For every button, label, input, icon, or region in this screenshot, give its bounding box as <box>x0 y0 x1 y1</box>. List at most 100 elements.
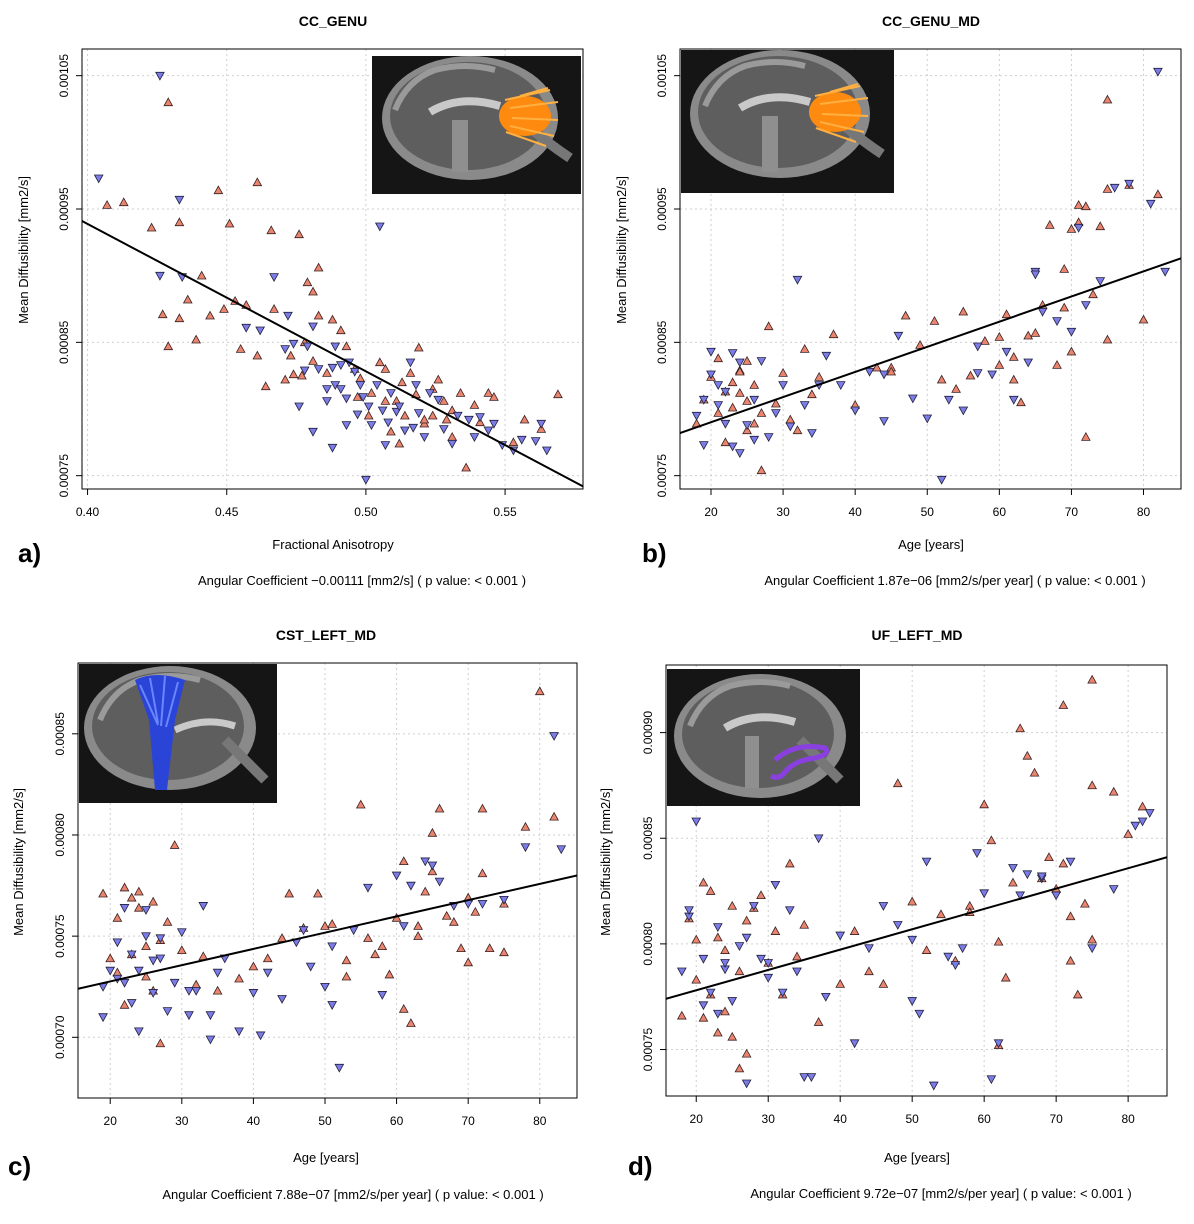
panel-d-point-female <box>1000 972 1011 982</box>
panel-d-point-female <box>979 799 990 809</box>
panel-c-point-female <box>262 953 273 963</box>
panel-b-point-male <box>1073 223 1084 233</box>
panel-c-point-male <box>212 968 223 978</box>
panel-c-point-female <box>427 866 438 876</box>
panel-b-point-female <box>1059 302 1070 312</box>
panel-d-point-female <box>712 932 723 942</box>
panel-c-point-female <box>119 882 130 892</box>
panel-c-regression-line <box>78 874 577 990</box>
panel-b-y-tick-label: 0.00105 <box>655 54 669 98</box>
panel-a-point-male <box>294 402 304 412</box>
panel-d-point-male <box>784 906 795 916</box>
panel-c-point-male <box>105 966 116 976</box>
panel-c: CST_LEFT_MD 20 30 40 50 60 70 80 0.00070 0.00075… <box>8 627 578 1202</box>
panel-a-point-male <box>386 389 396 399</box>
panel-b-point-female <box>1059 263 1070 273</box>
panel-d-point-male <box>712 1009 723 1019</box>
panel-a-point-male <box>399 426 410 436</box>
panel-a-point-male <box>425 389 435 399</box>
panel-a-point-female <box>380 395 391 405</box>
panel-d-y-tick-label: 0.00075 <box>641 1028 655 1072</box>
panel-a-point-male <box>341 394 352 404</box>
panel-a-point-male <box>308 322 318 332</box>
panel-b-point-male <box>922 414 933 424</box>
panel-d-title: UF_LEFT_MD <box>872 627 963 643</box>
panel-a-point-male <box>366 421 377 431</box>
panel-c-point-male <box>499 895 509 905</box>
panel-b-point-female <box>1008 374 1019 384</box>
panel-b-plot-frame <box>679 48 1182 490</box>
panel-d-point-male <box>986 1075 997 1085</box>
panel-c-point-male <box>126 950 137 960</box>
panel-d-point-female <box>907 896 918 906</box>
panel-c-point-female <box>176 945 187 955</box>
panel-d-point-female <box>1087 934 1098 944</box>
panel-b-point-male <box>1037 307 1048 317</box>
panel-c-point-female <box>141 941 151 951</box>
panel-b-point-female <box>1044 219 1055 229</box>
panel-d-point-male <box>705 988 716 998</box>
panel-b-point-female <box>1095 221 1106 231</box>
panel-a-point-male <box>288 339 299 349</box>
panel-b-point-male <box>1023 358 1034 368</box>
panel-c-point-female <box>98 888 108 898</box>
panel-c-point-female <box>377 941 388 951</box>
panel-b-point-male <box>1052 317 1062 327</box>
panel-d-point-female <box>1058 700 1069 709</box>
panel-d-caption: Angular Coefficient 9.72e−07 [mm2/s/per … <box>750 1186 1131 1201</box>
panel-a-point-female <box>489 391 499 401</box>
panel-a-point-male <box>313 365 324 375</box>
panel-a-point-male <box>447 439 458 449</box>
panel-c-x-tick-label: 40 <box>247 1114 261 1128</box>
panel-a-point-female <box>327 314 338 324</box>
panel-d-point-female <box>1022 750 1033 760</box>
panel-a-y-tick-label: 0.00075 <box>57 454 71 498</box>
panel-b-point-male <box>807 429 817 439</box>
panel-b-point-male <box>821 351 832 361</box>
panel-b-point-male <box>734 358 745 368</box>
panel-a-point-female <box>163 341 174 351</box>
panel-a-point-male <box>433 395 444 405</box>
panel-d-plot-frame <box>665 664 1168 1097</box>
panel-a-point-female <box>280 374 291 384</box>
panel-a-point-female <box>308 286 318 296</box>
panel-a-point-female <box>352 391 363 401</box>
panel-c-point-male <box>477 900 488 909</box>
panel-b-point-female <box>1138 314 1149 324</box>
panel-b-point-female <box>713 407 724 417</box>
panel-d-point-female <box>1087 674 1098 684</box>
panel-d-point-female <box>734 1063 745 1073</box>
panel-a-point-female <box>118 197 129 207</box>
panel-b-point-male <box>1095 277 1106 287</box>
panel-b-point-female <box>785 414 796 424</box>
panel-a-y-axis-label: Mean Diffusibility [mm2/s] <box>16 176 31 324</box>
panel-a-point-female <box>302 277 313 287</box>
panel-c-point-male <box>391 871 402 881</box>
panel-b-point-female <box>1023 330 1034 340</box>
panel-b-point-female <box>1066 223 1077 233</box>
panel-c-point-male <box>327 942 338 952</box>
panel-c-data-points <box>78 686 577 1073</box>
panel-a-point-male <box>464 415 474 425</box>
panel-b-point-female <box>1102 183 1113 193</box>
panel-b-point-female <box>929 315 940 325</box>
panel-b-point-male <box>879 370 889 380</box>
panel-c-point-female <box>355 799 366 809</box>
panel-a-title: CC_GENU <box>299 13 367 29</box>
panel-d-point-female <box>1015 723 1026 733</box>
panel-c-x-tick-label: 50 <box>318 1114 332 1128</box>
panel-d-point-male <box>1137 817 1148 827</box>
panel-c-point-female <box>284 888 295 898</box>
panel-c-point-male <box>363 883 373 893</box>
panel-a-x-tick-label: 0.50 <box>354 505 378 519</box>
panel-d-point-male <box>907 997 918 1006</box>
panel-a-point-female <box>252 350 263 360</box>
panel-a-point-female <box>224 218 235 228</box>
panel-a-point-female <box>553 389 563 399</box>
panel-a-point-male <box>391 407 402 417</box>
panel-d-point-male <box>907 935 918 945</box>
panel-a-point-male <box>438 425 449 435</box>
panel-b-point-male <box>720 387 731 397</box>
panel-c-point-male <box>205 1011 216 1021</box>
panel-b-point-female <box>1052 359 1062 369</box>
